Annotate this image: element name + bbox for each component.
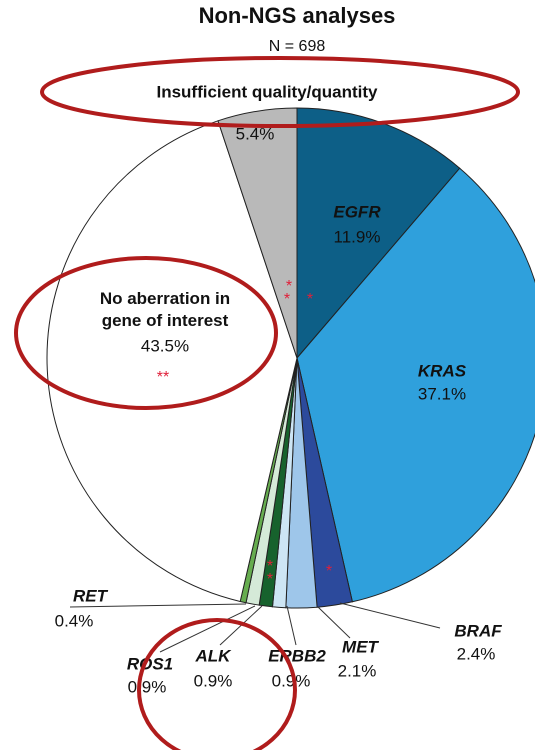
slice-value: 43.5% bbox=[141, 336, 189, 355]
pie bbox=[46, 107, 535, 609]
asterisk: * bbox=[267, 571, 273, 588]
slice-value: 37.1% bbox=[418, 384, 466, 403]
slice-value: 5.4% bbox=[236, 124, 275, 143]
ellipse bbox=[14, 256, 278, 410]
chart-subtitle: N = 698 bbox=[269, 38, 326, 55]
slice-value: 0.9% bbox=[128, 677, 167, 696]
asterisk: * bbox=[307, 291, 313, 308]
slice-value: 0.4% bbox=[55, 611, 94, 630]
highlight-ellipses bbox=[14, 56, 520, 750]
slice-name: Insufficient quality/quantity bbox=[156, 82, 378, 101]
pie-slice bbox=[46, 120, 298, 603]
leader-line bbox=[69, 603, 247, 608]
slice-name: ERBB2 bbox=[268, 646, 326, 665]
slice-name: RET bbox=[73, 586, 109, 605]
slice-value: 11.9% bbox=[334, 227, 381, 246]
leader-line bbox=[317, 606, 351, 639]
slice-value: 0.9% bbox=[272, 671, 311, 690]
slice-name: MET bbox=[342, 637, 380, 656]
asterisk: * bbox=[267, 558, 273, 575]
leader-line bbox=[339, 602, 441, 629]
slice-name: No aberration in gene of interest bbox=[100, 289, 230, 330]
slice-name: KRAS bbox=[418, 361, 467, 380]
slice-name: EGFR bbox=[333, 202, 381, 221]
ellipse bbox=[137, 618, 297, 750]
slice-value: 2.1% bbox=[338, 661, 377, 680]
leader-line bbox=[159, 605, 256, 653]
pie-slice bbox=[217, 107, 298, 359]
chart-title: Non-NGS analyses bbox=[199, 3, 396, 28]
ellipse bbox=[40, 56, 520, 128]
slice-name: ALK bbox=[195, 646, 233, 665]
slice-value: 0.9% bbox=[194, 671, 233, 690]
asterisk: * bbox=[326, 563, 332, 580]
asterisk: * bbox=[286, 278, 292, 295]
asterisk: * bbox=[284, 291, 290, 308]
slice-value: 2.4% bbox=[457, 644, 496, 663]
leader-line bbox=[286, 605, 297, 646]
labels: EGFR 11.9% KRAS 37.1% BRAF 2.4% MET 2.1% ERBB2 0.… bbox=[55, 82, 503, 696]
pie-slice bbox=[296, 167, 535, 603]
leader-line bbox=[219, 605, 263, 646]
slice-name: BRAF bbox=[454, 621, 502, 640]
slice-name: ROS1 bbox=[127, 654, 173, 673]
asterisk: ** bbox=[157, 369, 169, 386]
